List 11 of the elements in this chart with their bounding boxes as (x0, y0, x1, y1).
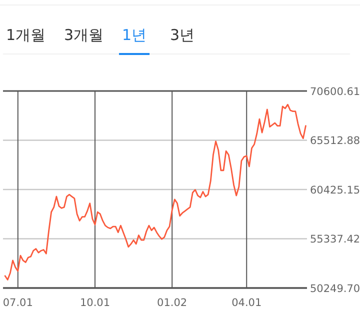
tabs: 1개월 3개월 1년 3년 (6, 26, 195, 55)
y-tick-label: 55337.42 (310, 234, 360, 246)
y-tick-label: 70600.61 (310, 86, 360, 98)
x-tick-label: 07.01 (2, 297, 33, 309)
x-tick-label: 10.01 (80, 297, 110, 309)
y-tick-label: 60425.15 (310, 184, 360, 196)
line-series (4, 104, 306, 280)
y-tick-label: 50249.70 (310, 282, 360, 295)
x-tick-label: 01.02 (157, 297, 188, 309)
y-tick-label: 65512.88 (310, 135, 360, 148)
x-tick-label: 04.01 (232, 297, 262, 309)
